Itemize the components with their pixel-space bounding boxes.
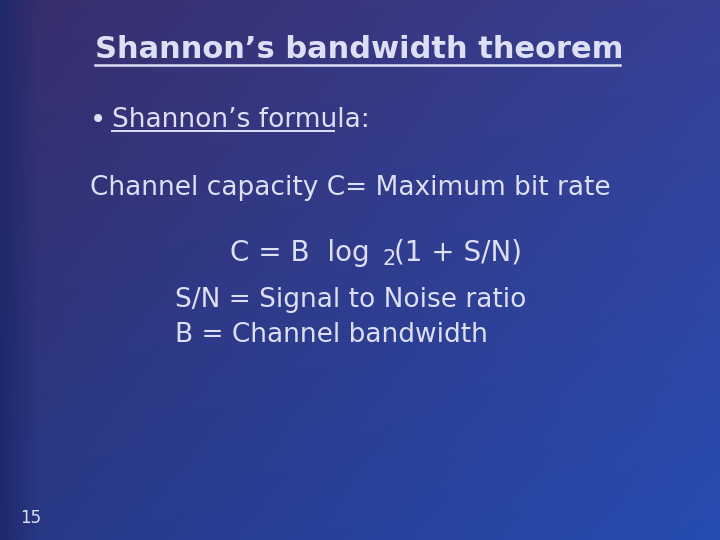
Text: Shannon’s formula:: Shannon’s formula: (112, 107, 370, 133)
Text: B = Channel bandwidth: B = Channel bandwidth (175, 322, 488, 348)
Text: S/N = Signal to Noise ratio: S/N = Signal to Noise ratio (175, 287, 526, 313)
Text: C = B  log: C = B log (230, 239, 369, 267)
Text: 15: 15 (20, 509, 41, 527)
Text: (1 + S/N): (1 + S/N) (394, 239, 522, 267)
Text: •: • (90, 106, 107, 134)
Text: 2: 2 (383, 249, 396, 269)
Text: Channel capacity C= Maximum bit rate: Channel capacity C= Maximum bit rate (90, 175, 611, 201)
Text: Shannon’s bandwidth theorem: Shannon’s bandwidth theorem (95, 36, 624, 64)
